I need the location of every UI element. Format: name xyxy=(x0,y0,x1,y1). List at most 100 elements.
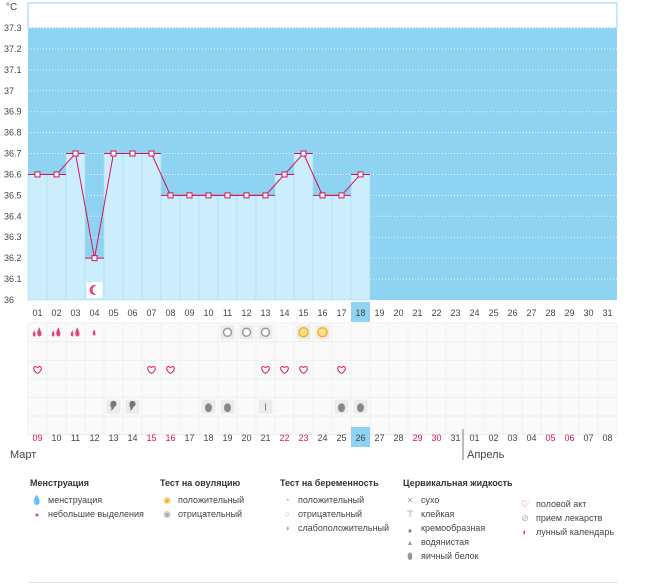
pregnancy-positive-icon: ◔ xyxy=(284,495,290,505)
legend-label: лунный календарь xyxy=(536,527,615,537)
cycle-day-label: 01 xyxy=(32,308,42,318)
intercourse-icon: ♡ xyxy=(520,499,530,509)
ovulation-negative-icon xyxy=(222,327,233,338)
menstruation-icon xyxy=(51,330,55,337)
current-date-highlight xyxy=(351,427,370,447)
legend-pregnancy: Тест на беременность ◔ положительный ○ отр… xyxy=(280,478,389,535)
legend-item: 💧 менструация xyxy=(30,493,144,507)
temperature-bar xyxy=(46,174,67,301)
legend-label: прием лекарств xyxy=(536,513,603,523)
temperature-line xyxy=(37,152,361,259)
legend-label: водянистая xyxy=(421,537,470,547)
temperature-point xyxy=(34,171,41,178)
ovulation-positive-icon xyxy=(298,327,309,338)
legend-item: ⊘ прием лекарств xyxy=(518,511,614,525)
temperature-point xyxy=(205,192,212,199)
temperature-point xyxy=(338,192,345,199)
temperature-point xyxy=(129,150,136,157)
intercourse-icon xyxy=(166,366,175,375)
calendar-date-label: 29 xyxy=(412,433,422,443)
bottom-divider xyxy=(28,582,618,583)
y-tick-label: 36.5 xyxy=(4,190,22,200)
egg-white-icon xyxy=(224,403,231,413)
cycle-day-label: 25 xyxy=(488,308,498,318)
intercourse-icon xyxy=(337,366,346,375)
cycle-day-label: 05 xyxy=(108,308,118,318)
calendar-date-label: 21 xyxy=(260,433,270,443)
cycle-day-label: 03 xyxy=(70,308,80,318)
calendar-date-label: 31 xyxy=(450,433,460,443)
intercourse-icon xyxy=(299,366,308,375)
calendar-date-label: 01 xyxy=(469,433,479,443)
cycle-day-label: 30 xyxy=(583,308,593,318)
sticky-tile xyxy=(258,399,273,414)
y-tick-label: 36.6 xyxy=(4,169,22,179)
cycle-day-label: 13 xyxy=(260,308,270,318)
medication-icon: ⊘ xyxy=(521,513,529,523)
cycle-day-label: 27 xyxy=(526,308,536,318)
egg-white-icon: ⬮ xyxy=(407,551,413,561)
creamy-icon xyxy=(110,400,117,411)
cycle-day-label: 10 xyxy=(203,308,213,318)
spotting-icon xyxy=(92,329,96,336)
calendar-date-label: 12 xyxy=(89,433,99,443)
calendar-date-label: 09 xyxy=(32,433,42,443)
pregnancy-weak-icon: ◑ xyxy=(284,523,290,533)
legend-item: × сухо xyxy=(403,493,513,507)
y-unit-label: °C xyxy=(6,2,17,13)
lunar-calendar-icon: ◐ xyxy=(522,527,528,537)
cycle-day-label: 19 xyxy=(374,308,384,318)
temperature-bar xyxy=(122,153,143,301)
sticky-icon: ⊤ xyxy=(406,509,414,519)
calendar-date-label: 20 xyxy=(241,433,251,443)
y-tick-label: 37.3 xyxy=(4,23,22,33)
temperature-bar xyxy=(217,195,238,301)
temperature-point xyxy=(357,171,364,178)
legend-other: ♡ половой акт ⊘ прием лекарств ◐ лунный кал… xyxy=(518,497,614,539)
bbt-chart-svg: 36 36.1 36.2 36.3 36.4 36.5 36.6 36.7 36.8 36.9 37… xyxy=(4,2,618,461)
ovulation-negative-icon xyxy=(241,327,252,338)
legend-title: Менструация xyxy=(30,478,89,488)
temperature-point xyxy=(319,192,326,199)
calendar-date-label: 10 xyxy=(51,433,61,443)
intercourse-icon xyxy=(147,366,156,375)
calendar-date-label: 08 xyxy=(602,433,612,443)
cycle-day-label: 22 xyxy=(431,308,441,318)
legend-label: положительный xyxy=(178,495,245,505)
current-day-highlight xyxy=(351,302,370,322)
egg-white-icon xyxy=(357,403,364,413)
calendar-date-label: 27 xyxy=(374,433,384,443)
y-tick-label: 37 xyxy=(4,86,14,96)
legend-label: слабоположительный xyxy=(298,523,390,533)
legend-label: сухо xyxy=(421,495,440,505)
temperature-bar xyxy=(331,195,352,301)
calendar-date-label: 16 xyxy=(165,433,175,443)
legend-label: клейкая xyxy=(421,509,455,519)
legend-label: яичный белок xyxy=(421,551,479,561)
calendar-date-label: 28 xyxy=(393,433,403,443)
legend-item: ◔ положительный xyxy=(280,493,389,507)
temperature-bar xyxy=(141,153,162,301)
calendar-date-label: 02 xyxy=(488,433,498,443)
y-tick-label: 37.1 xyxy=(4,65,22,75)
plot-top-strip xyxy=(27,2,618,29)
legend-title: Цервикальная жидкость xyxy=(403,478,513,488)
calendar-date-label: 13 xyxy=(108,433,118,443)
cycle-day-label: 02 xyxy=(51,308,61,318)
legend-label: половой акт xyxy=(536,499,587,509)
calendar-date-label: 26 xyxy=(355,433,365,443)
temperature-point xyxy=(262,192,269,199)
legend-label: менструация xyxy=(48,495,103,505)
ovulation-positive-icon: ◉ xyxy=(163,495,171,505)
legend-item: ◉ отрицательный xyxy=(160,507,244,521)
ovulation-negative-icon xyxy=(260,327,271,338)
y-tick-label: 36.3 xyxy=(4,232,22,242)
egg-white-icon xyxy=(205,403,212,413)
calendar-date-label: 15 xyxy=(146,433,156,443)
legend-label: положительный xyxy=(298,495,365,505)
calendar-date-label: 23 xyxy=(298,433,308,443)
cycle-day-label: 23 xyxy=(450,308,460,318)
temperature-bar xyxy=(198,195,219,301)
ovulation-negative-icon: ◉ xyxy=(163,509,171,519)
temperature-bar xyxy=(293,153,314,301)
